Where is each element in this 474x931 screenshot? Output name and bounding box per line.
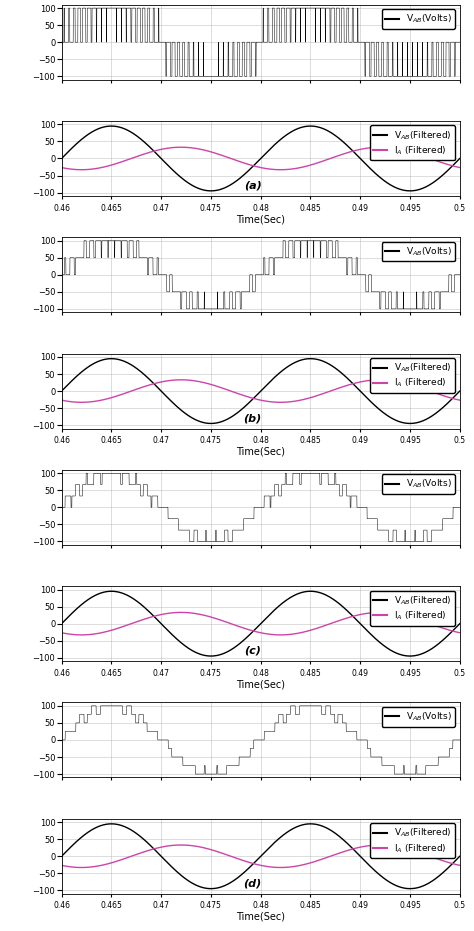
X-axis label: Time(Sec): Time(Sec) [236, 447, 285, 456]
Text: (c): (c) [244, 646, 261, 656]
Text: (d): (d) [244, 879, 262, 888]
Legend: V$_{AB}$(Volts): V$_{AB}$(Volts) [382, 242, 455, 262]
Legend: V$_{AB}$(Volts): V$_{AB}$(Volts) [382, 707, 455, 727]
Legend: V$_{AB}$(Filtered), I$_A$ (Filtered): V$_{AB}$(Filtered), I$_A$ (Filtered) [370, 126, 455, 160]
Legend: V$_{AB}$(Filtered), I$_A$ (Filtered): V$_{AB}$(Filtered), I$_A$ (Filtered) [370, 358, 455, 393]
X-axis label: Time(Sec): Time(Sec) [236, 680, 285, 689]
X-axis label: Time(Sec): Time(Sec) [236, 911, 285, 922]
Legend: V$_{AB}$(Volts): V$_{AB}$(Volts) [382, 475, 455, 494]
X-axis label: Time(Sec): Time(Sec) [236, 214, 285, 224]
Legend: V$_{AB}$(Filtered), I$_A$ (Filtered): V$_{AB}$(Filtered), I$_A$ (Filtered) [370, 823, 455, 858]
Text: (a): (a) [244, 181, 262, 191]
Text: (b): (b) [244, 413, 262, 424]
Legend: V$_{AB}$(Filtered), I$_A$ (Filtered): V$_{AB}$(Filtered), I$_A$ (Filtered) [370, 590, 455, 626]
Legend: V$_{AB}$(Volts): V$_{AB}$(Volts) [382, 9, 455, 29]
